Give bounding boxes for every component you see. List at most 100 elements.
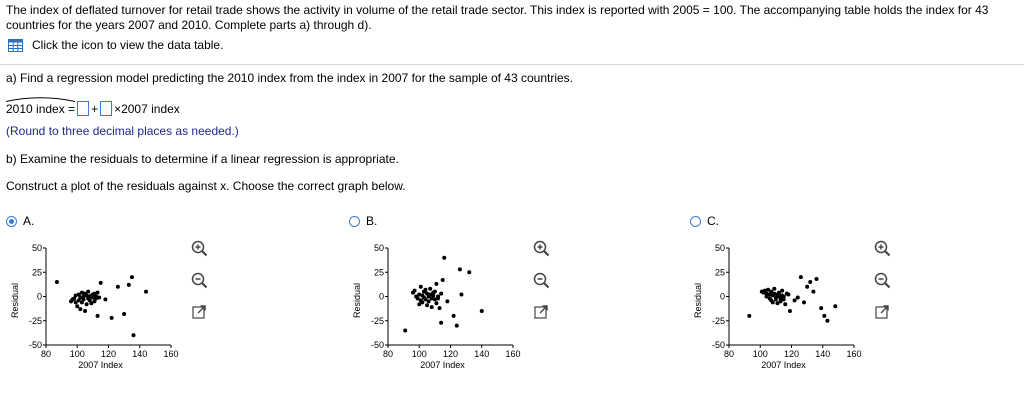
y-tick-label: -50	[29, 340, 42, 350]
intercept-answer-box[interactable]	[77, 101, 90, 116]
slope-answer-box[interactable]	[100, 101, 113, 116]
data-point	[129, 275, 134, 280]
data-point	[95, 313, 100, 318]
data-point	[86, 289, 91, 294]
data-point	[432, 297, 437, 302]
data-point	[798, 275, 803, 280]
x-tick-label: 100	[70, 349, 85, 359]
x-tick-label: 160	[846, 349, 861, 359]
zoom-in-icon[interactable]	[873, 239, 891, 257]
option-a-label[interactable]: A.	[23, 214, 35, 228]
popout-icon[interactable]	[190, 303, 208, 321]
data-point	[780, 288, 785, 293]
radio-b-circle[interactable]	[349, 215, 360, 227]
option-a-radio[interactable]: A.	[6, 214, 34, 228]
y-axis-label: Residual	[10, 283, 20, 318]
option-c-radio[interactable]: C.	[690, 214, 719, 228]
data-point	[81, 297, 86, 302]
x-axis-label: 2007 Index	[761, 360, 806, 370]
x-tick-label: 120	[443, 349, 458, 359]
equation-lhs: 2010 index =	[6, 101, 76, 116]
data-point	[420, 300, 425, 305]
zoom-out-icon[interactable]	[873, 271, 891, 289]
x-tick-label: 80	[724, 349, 734, 359]
part-b-instruction: Construct a plot of the residuals agains…	[6, 179, 406, 193]
data-point	[428, 292, 433, 297]
x-tick-label: 80	[383, 349, 393, 359]
data-point	[426, 299, 431, 304]
data-point	[833, 304, 838, 309]
data-point	[423, 297, 428, 302]
radio-a-circle[interactable]	[6, 215, 17, 227]
x-tick-label: 160	[505, 349, 520, 359]
data-point	[783, 302, 788, 307]
data-point	[772, 286, 777, 291]
data-point	[431, 293, 436, 298]
residual-plot-a: 80 100 120 140 160 50 25 0 -25 -50 2007 Index Resid…	[10, 243, 179, 370]
data-table-link[interactable]: Click the icon to view the data table.	[8, 38, 223, 52]
data-point	[445, 299, 450, 304]
data-point	[73, 293, 78, 298]
x-axis-label: 2007 Index	[420, 360, 465, 370]
data-table-link-label[interactable]: Click the icon to view the data table.	[32, 38, 224, 52]
data-point	[437, 306, 442, 311]
x-tick-label: 140	[474, 349, 489, 359]
data-point	[103, 297, 108, 302]
zoom-in-icon[interactable]	[532, 239, 550, 257]
x-tick-label: 160	[163, 349, 178, 359]
radio-c-circle[interactable]	[690, 215, 701, 227]
y-axis-label: Residual	[352, 283, 362, 318]
rounding-hint: (Round to three decimal places as needed…	[6, 124, 239, 138]
option-c-label[interactable]: C.	[707, 214, 719, 228]
data-point	[795, 295, 800, 300]
y-tick-label: 0	[720, 292, 725, 302]
data-point	[467, 270, 472, 275]
data-point	[451, 313, 456, 318]
popout-icon[interactable]	[532, 303, 550, 321]
data-point	[772, 291, 777, 296]
data-point	[84, 302, 89, 307]
data-point	[770, 300, 775, 305]
data-point	[439, 291, 444, 296]
table-grid-icon[interactable]	[8, 38, 23, 52]
x-tick-label: 80	[41, 349, 51, 359]
y-axis-label: Residual	[693, 283, 703, 318]
y-tick-label: 50	[715, 243, 725, 253]
data-point	[773, 297, 778, 302]
data-point	[78, 295, 83, 300]
x-tick-label: 100	[753, 349, 768, 359]
data-point	[418, 284, 423, 289]
data-point	[747, 313, 752, 318]
data-point	[417, 302, 422, 307]
data-point	[75, 304, 80, 309]
part-b-question: b) Examine the residuals to determine if…	[6, 152, 399, 166]
x-axis-label: 2007 Index	[78, 360, 123, 370]
problem-intro: The index of deflated turnover for retai…	[6, 3, 989, 32]
x-tick-label: 140	[815, 349, 830, 359]
data-point	[439, 320, 444, 325]
data-point	[792, 298, 797, 303]
zoom-out-icon[interactable]	[190, 271, 208, 289]
y-tick-label: -25	[371, 316, 384, 326]
y-tick-label: 0	[379, 292, 384, 302]
data-point	[769, 289, 774, 294]
zoom-in-icon[interactable]	[190, 239, 208, 257]
data-point	[787, 309, 792, 314]
y-tick-label: -25	[712, 316, 725, 326]
option-b-radio[interactable]: B.	[349, 214, 377, 228]
data-point	[814, 277, 819, 282]
data-point	[432, 289, 437, 294]
data-point	[781, 294, 786, 299]
residual-plot-b: 80 100 120 140 160 50 25 0 -25 -50 2007 Index Resid…	[352, 243, 521, 370]
option-b-label[interactable]: B.	[366, 214, 378, 228]
data-point	[425, 303, 430, 308]
zoom-out-icon[interactable]	[532, 271, 550, 289]
data-point	[415, 296, 420, 301]
data-point	[78, 307, 83, 312]
y-tick-label: 25	[715, 267, 725, 277]
data-point	[428, 286, 433, 291]
data-point	[417, 292, 422, 297]
data-point	[778, 299, 783, 304]
popout-icon[interactable]	[873, 303, 891, 321]
data-point	[822, 313, 827, 318]
